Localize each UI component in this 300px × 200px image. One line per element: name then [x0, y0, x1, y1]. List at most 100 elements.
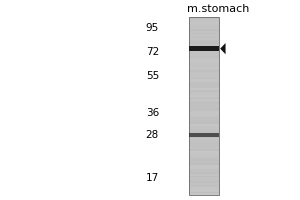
Bar [189, 99, 219, 101]
Bar [189, 40, 219, 42]
Bar [189, 33, 219, 35]
Bar [189, 51, 219, 52]
Bar [189, 179, 219, 181]
Bar [189, 86, 219, 88]
Bar [189, 186, 219, 188]
Bar [189, 72, 219, 74]
Bar [189, 22, 219, 24]
Bar [189, 106, 219, 108]
Text: 17: 17 [146, 173, 159, 183]
Text: 55: 55 [146, 71, 159, 81]
Bar [189, 88, 219, 90]
Text: 28: 28 [146, 130, 159, 140]
Bar [189, 19, 219, 20]
Bar [189, 177, 219, 179]
Bar [189, 69, 219, 70]
Bar [189, 115, 219, 117]
Bar [189, 138, 219, 140]
Bar [189, 95, 219, 97]
Bar [189, 170, 219, 172]
Bar [189, 77, 219, 79]
Bar [189, 145, 219, 147]
Bar [189, 144, 219, 145]
Bar [189, 113, 219, 115]
Bar [189, 47, 219, 49]
Bar [189, 120, 219, 122]
Bar [189, 133, 219, 135]
Bar [189, 65, 219, 67]
Bar [189, 97, 219, 99]
Bar [189, 24, 219, 26]
Bar [189, 122, 219, 124]
Bar [189, 174, 219, 176]
Bar [189, 29, 219, 31]
Bar [189, 161, 219, 163]
Bar [189, 102, 219, 104]
Bar [189, 185, 219, 186]
Bar [189, 133, 219, 137]
Bar [189, 149, 219, 151]
Bar [189, 111, 219, 113]
Bar [189, 142, 219, 144]
Bar [189, 58, 219, 60]
Bar [189, 193, 219, 195]
Bar [189, 60, 219, 61]
Bar [189, 131, 219, 133]
Bar [189, 74, 219, 76]
Bar [189, 101, 219, 102]
Bar [189, 52, 219, 54]
Bar [189, 27, 219, 29]
Bar [189, 92, 219, 94]
Bar [189, 42, 219, 44]
Bar [189, 63, 219, 65]
Bar [189, 70, 219, 72]
Bar [189, 154, 219, 156]
Bar [189, 104, 219, 106]
Bar [189, 26, 219, 27]
Bar [189, 79, 219, 81]
Bar [189, 158, 219, 160]
Bar [189, 124, 219, 126]
Text: 95: 95 [146, 23, 159, 33]
Bar [189, 76, 219, 77]
Polygon shape [220, 43, 226, 54]
Bar [189, 20, 219, 22]
Bar [189, 192, 219, 193]
Bar [189, 83, 219, 85]
Bar [189, 190, 219, 192]
Bar [189, 81, 219, 83]
Bar [189, 183, 219, 185]
Bar [189, 108, 219, 110]
Bar [189, 90, 219, 92]
Bar [189, 181, 219, 183]
Bar [189, 140, 219, 142]
Bar [189, 188, 219, 190]
Bar [189, 94, 219, 95]
Bar [189, 127, 219, 129]
Bar [189, 156, 219, 158]
Bar [189, 117, 219, 119]
Bar [189, 129, 219, 131]
Bar [189, 46, 219, 51]
Bar [189, 176, 219, 177]
Text: 72: 72 [146, 47, 159, 57]
Bar [189, 119, 219, 120]
Bar [189, 45, 219, 47]
Bar [189, 35, 219, 36]
Bar [189, 136, 219, 138]
Bar [189, 17, 219, 195]
Bar [189, 67, 219, 69]
Bar [189, 31, 219, 33]
Bar [189, 165, 219, 167]
Bar [189, 160, 219, 161]
Text: 36: 36 [146, 108, 159, 118]
Bar [189, 126, 219, 127]
Bar [189, 44, 219, 45]
Bar [189, 163, 219, 165]
Bar [189, 49, 219, 51]
Bar [189, 85, 219, 86]
Bar [189, 54, 219, 56]
Bar [189, 56, 219, 58]
Bar [189, 152, 219, 154]
Bar [189, 17, 219, 19]
